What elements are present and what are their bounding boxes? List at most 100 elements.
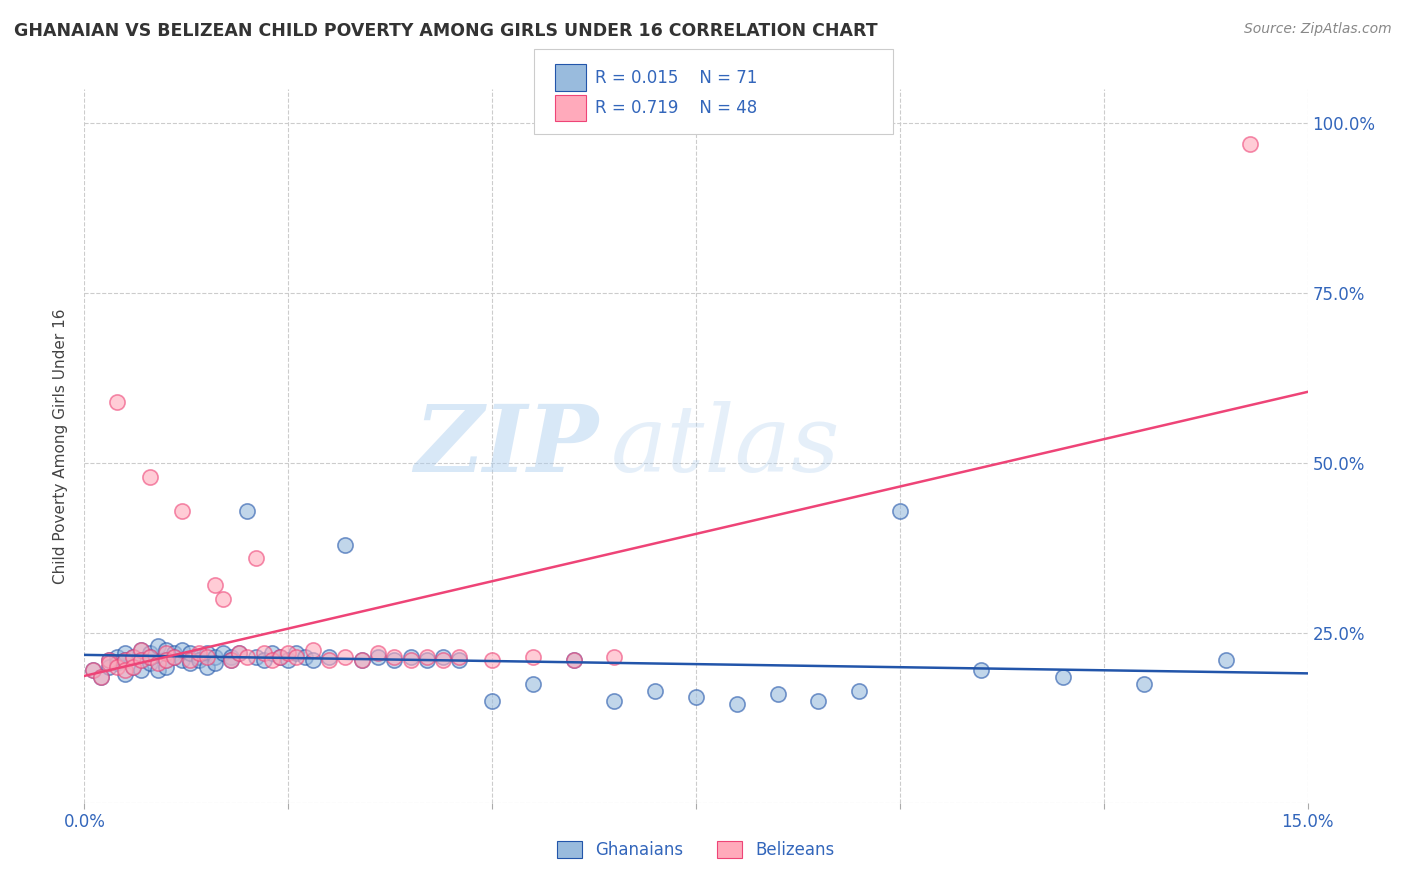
Point [195, 649, 218, 664]
Point [219, 653, 242, 667]
Point [155, 653, 177, 667]
Point [562, 653, 585, 667]
Point [245, 551, 267, 566]
Point [97, 653, 120, 667]
Point [350, 653, 373, 667]
Point [131, 653, 153, 667]
Point [195, 660, 218, 674]
Point [522, 649, 544, 664]
Point [90, 670, 112, 684]
Point [335, 537, 357, 551]
Point [367, 649, 389, 664]
Point [97, 660, 120, 674]
Point [1239, 136, 1261, 151]
Point [228, 646, 250, 660]
Point [277, 653, 299, 667]
Point [970, 663, 993, 677]
Point [449, 653, 471, 667]
Point [163, 646, 186, 660]
Point [301, 653, 323, 667]
Text: atlas: atlas [610, 401, 839, 491]
Point [97, 653, 120, 667]
Point [97, 657, 120, 671]
Point [562, 653, 585, 667]
Point [260, 646, 283, 660]
Point [146, 640, 169, 654]
Point [105, 660, 128, 674]
Point [131, 643, 153, 657]
Point [219, 649, 242, 664]
Point [146, 663, 169, 677]
Point [172, 643, 194, 657]
Point [155, 646, 177, 660]
Point [449, 649, 471, 664]
Point [114, 666, 136, 681]
Point [382, 653, 405, 667]
Point [766, 687, 789, 701]
Point [172, 503, 194, 517]
Point [301, 643, 323, 657]
Point [114, 646, 136, 660]
Point [269, 649, 291, 664]
Point [399, 653, 422, 667]
Point [807, 694, 830, 708]
Point [245, 649, 267, 664]
Point [294, 649, 316, 664]
Point [187, 649, 209, 664]
Point [685, 690, 707, 705]
Point [236, 503, 259, 517]
Point [432, 653, 454, 667]
Point [204, 649, 226, 664]
Point [522, 677, 544, 691]
Point [277, 646, 299, 660]
Point [131, 643, 153, 657]
Point [187, 646, 209, 660]
Point [82, 663, 104, 677]
Point [163, 649, 186, 664]
Point [253, 646, 276, 660]
Point [603, 694, 626, 708]
Point [179, 646, 201, 660]
Point [285, 646, 308, 660]
Point [172, 653, 194, 667]
Point [138, 649, 160, 664]
Point [1215, 653, 1237, 667]
Point [416, 653, 439, 667]
Point [131, 663, 153, 677]
Point [725, 698, 748, 712]
Point [382, 649, 405, 664]
Point [350, 653, 373, 667]
Point [318, 649, 340, 664]
Text: ZIP: ZIP [413, 401, 598, 491]
Point [228, 646, 250, 660]
Point [644, 683, 666, 698]
Point [335, 649, 357, 664]
Point [82, 663, 104, 677]
Point [481, 694, 503, 708]
Point [889, 503, 911, 517]
Point [481, 653, 503, 667]
Point [204, 657, 226, 671]
Point [138, 469, 160, 483]
Point [122, 660, 145, 674]
Point [146, 657, 169, 671]
Point [416, 649, 439, 664]
Point [269, 649, 291, 664]
Point [848, 683, 870, 698]
Point [114, 653, 136, 667]
Point [603, 649, 626, 664]
Point [432, 649, 454, 664]
Point [253, 653, 276, 667]
Point [155, 653, 177, 667]
Point [163, 649, 186, 664]
Point [179, 653, 201, 667]
Text: Source: ZipAtlas.com: Source: ZipAtlas.com [1244, 22, 1392, 37]
Point [367, 646, 389, 660]
Point [90, 670, 112, 684]
Point [138, 649, 160, 664]
Point [195, 646, 218, 660]
Point [105, 649, 128, 664]
Point [155, 660, 177, 674]
Point [114, 663, 136, 677]
Point [122, 660, 145, 674]
